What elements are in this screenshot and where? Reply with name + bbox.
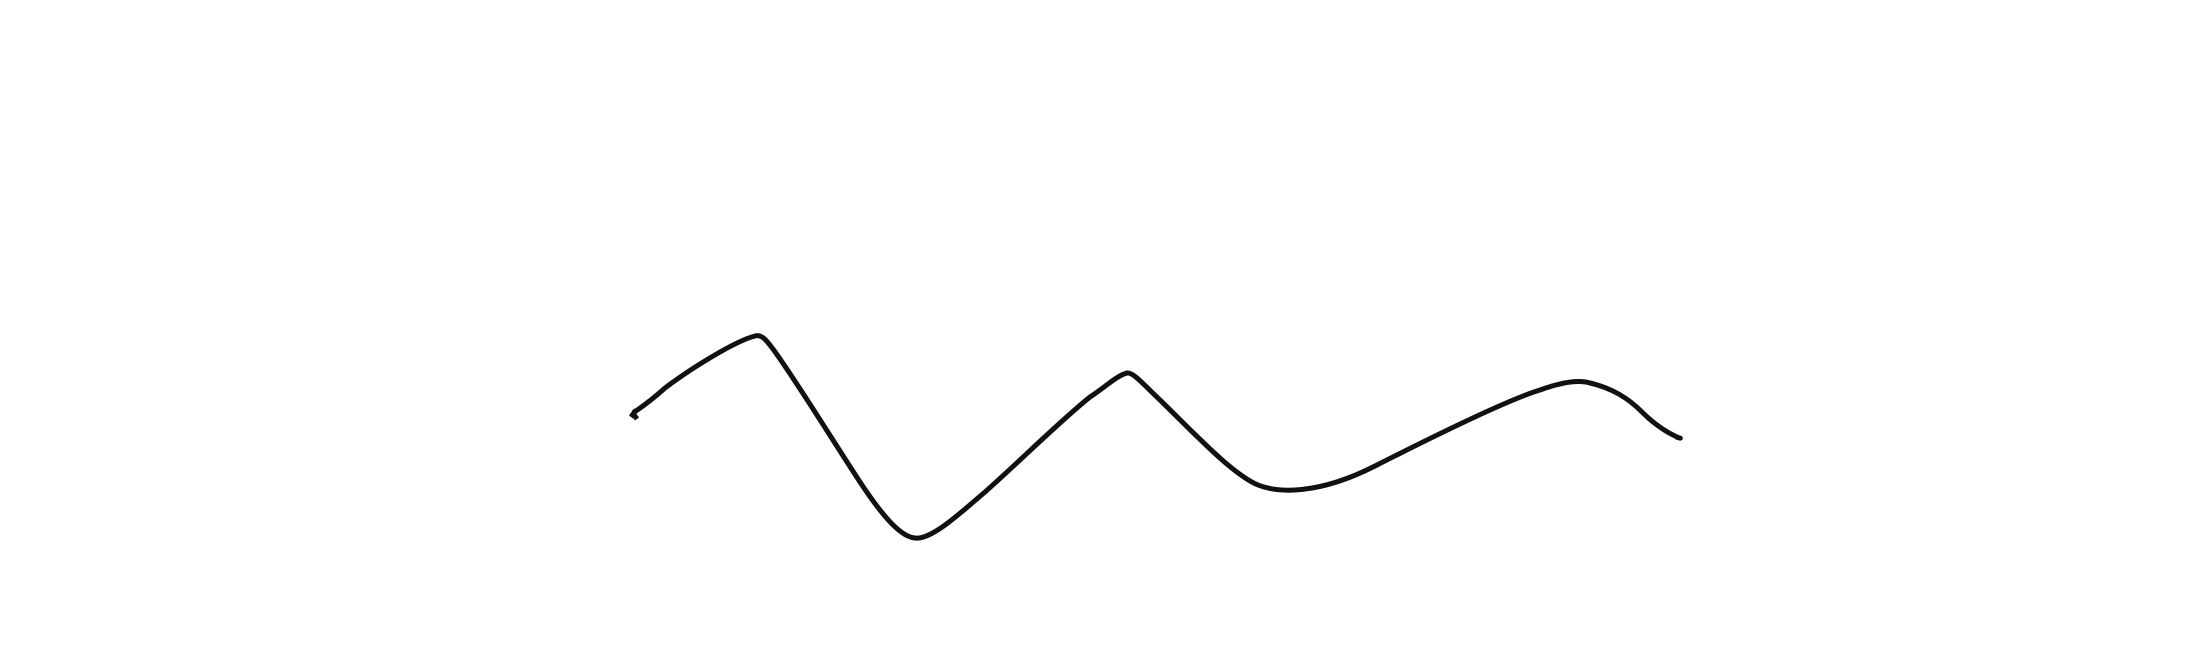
- freehand-stroke: [631, 333, 1683, 541]
